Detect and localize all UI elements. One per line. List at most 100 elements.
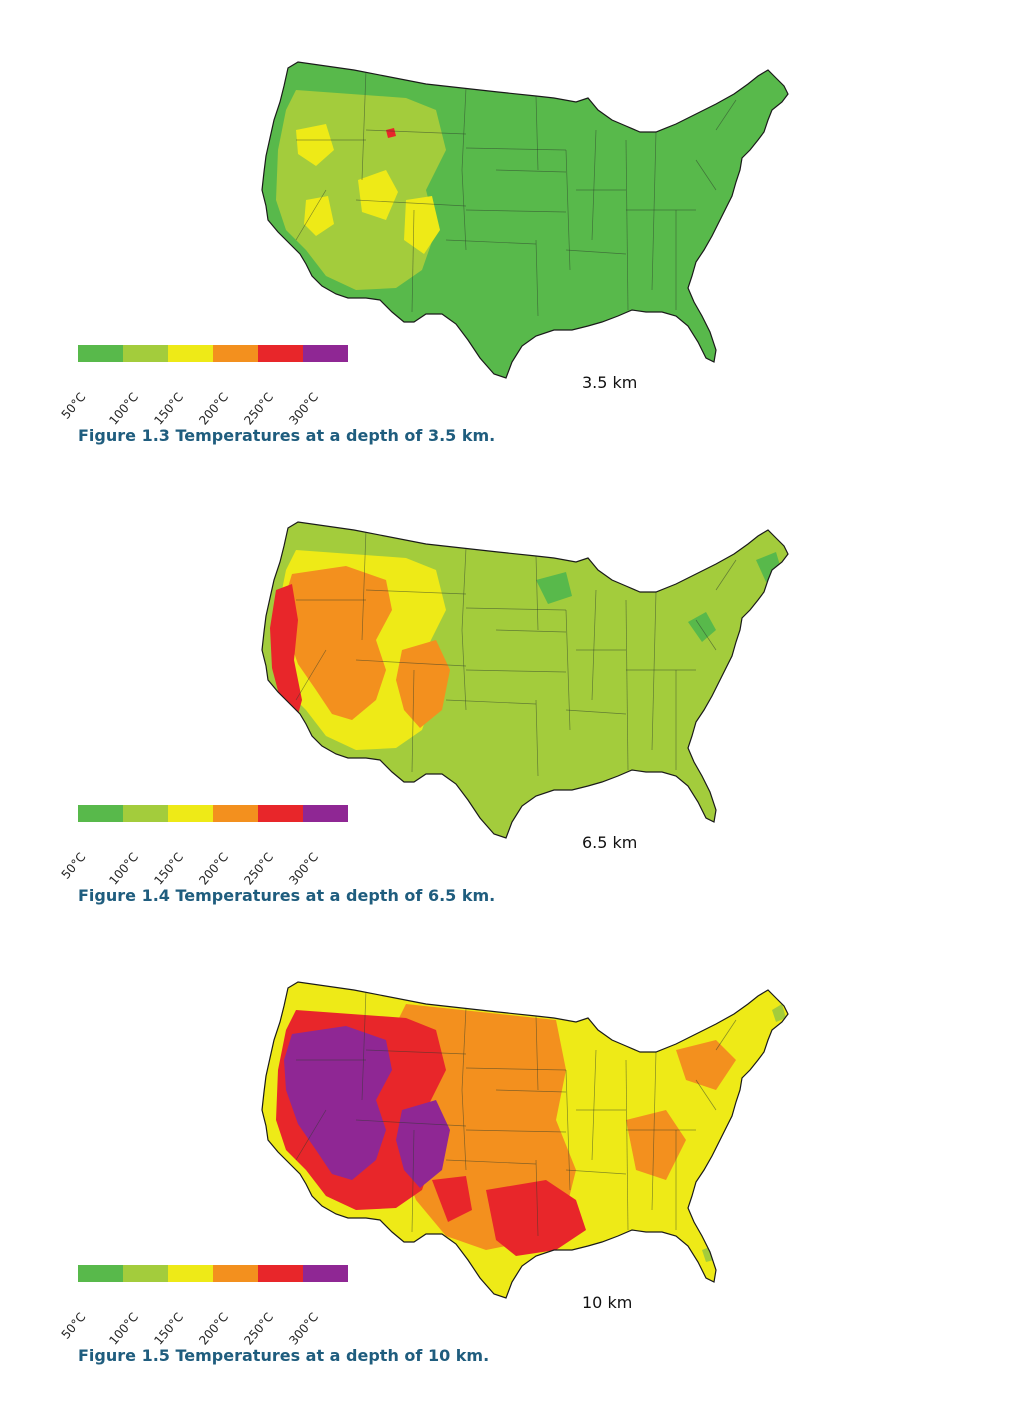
state-border — [495, 629, 567, 633]
state-border — [535, 699, 539, 777]
depth-label: 3.5 km — [582, 373, 638, 392]
legend-tick-label: 100°C — [106, 390, 142, 428]
state-border — [361, 989, 367, 1101]
state-border — [365, 589, 467, 595]
state-border — [591, 1049, 597, 1161]
state-border — [651, 131, 657, 291]
state-border — [465, 607, 567, 611]
state-border — [535, 555, 539, 631]
temperature-legend: 50°C 100°C 150°C 200°C 250°C 300°C — [59, 1265, 350, 1348]
legend-color-bar — [78, 345, 348, 362]
figure-caption: Figure 1.3 Temperatures at a depth of 3.… — [78, 426, 496, 445]
legend-tick-label: 250°C — [241, 1310, 277, 1348]
state-border — [411, 1129, 415, 1233]
legend-tick-label: 150°C — [151, 850, 187, 888]
legend-swatch — [78, 1265, 123, 1282]
state-border — [365, 1049, 467, 1055]
state-border — [715, 1019, 737, 1051]
state-border — [465, 209, 567, 213]
country-outline — [261, 61, 789, 379]
legend-tick-label: 250°C — [241, 390, 277, 428]
state-border — [625, 599, 629, 771]
state-border — [535, 1015, 539, 1091]
legend-swatch — [213, 345, 258, 362]
state-border — [445, 1159, 537, 1165]
legend-swatch — [213, 805, 258, 822]
state-border — [715, 559, 737, 591]
temperature-patch — [396, 640, 450, 728]
temperature-patches — [276, 69, 737, 317]
legend-tick-label: 300°C — [286, 1310, 322, 1348]
temperature-map — [236, 500, 802, 866]
legend-tick-label: 300°C — [286, 390, 322, 428]
state-border — [295, 649, 327, 701]
state-border — [695, 1079, 717, 1111]
state-border — [365, 129, 467, 135]
figure-caption: Figure 1.4 Temperatures at a depth of 6.… — [78, 886, 496, 905]
legend-tick-label: 50°C — [58, 390, 89, 422]
state-border — [495, 169, 567, 173]
country-outline — [261, 981, 789, 1299]
temperature-patch — [270, 584, 302, 722]
state-border — [445, 239, 537, 245]
temperature-legend: 50°C 100°C 150°C 200°C 250°C 300°C — [59, 345, 350, 428]
us-map — [261, 61, 789, 379]
state-border — [591, 129, 597, 241]
state-border — [591, 589, 597, 701]
state-border — [465, 669, 567, 673]
state-border — [355, 199, 467, 207]
state-border — [651, 1051, 657, 1211]
legend-swatch — [258, 1265, 303, 1282]
state-border — [411, 209, 415, 313]
state-border — [695, 159, 717, 191]
state-border — [461, 1089, 467, 1171]
state-border — [695, 619, 717, 651]
state-border — [361, 529, 367, 641]
legend-ticks: 50°C 100°C 150°C 200°C 250°C 300°C — [59, 1282, 350, 1348]
legend-swatch — [123, 345, 168, 362]
state-border — [625, 139, 629, 311]
legend-ticks: 50°C 100°C 150°C 200°C 250°C 300°C — [59, 362, 350, 428]
legend-tick-label: 200°C — [196, 390, 232, 428]
state-border — [461, 547, 467, 631]
state-border — [355, 1119, 467, 1127]
state-border — [465, 147, 567, 151]
state-border — [625, 1059, 629, 1231]
legend-color-bar — [78, 1265, 348, 1282]
state-border — [461, 1007, 467, 1091]
temperature-patch — [396, 1100, 450, 1188]
state-border — [535, 1159, 539, 1237]
state-border — [535, 239, 539, 317]
temperature-patch — [772, 1004, 786, 1022]
legend-swatch — [303, 805, 348, 822]
temperature-patch — [284, 566, 392, 720]
legend-tick-label: 200°C — [196, 1310, 232, 1348]
legend-swatch — [78, 345, 123, 362]
legend-tick-label: 250°C — [241, 850, 277, 888]
us-map — [261, 521, 789, 839]
temperature-patch — [676, 1040, 736, 1090]
state-border — [361, 69, 367, 181]
state-border — [461, 169, 467, 251]
state-border — [565, 249, 627, 255]
legend-swatch — [123, 1265, 168, 1282]
temperature-patch — [284, 1026, 392, 1180]
state-border — [565, 1169, 627, 1175]
legend-swatch — [258, 345, 303, 362]
temperature-legend: 50°C 100°C 150°C 200°C 250°C 300°C — [59, 805, 350, 888]
temperature-patches — [270, 529, 782, 777]
temperature-patch — [432, 1176, 472, 1222]
state-border — [295, 1109, 327, 1161]
temperature-patch — [386, 128, 396, 138]
legend-ticks: 50°C 100°C 150°C 200°C 250°C 300°C — [59, 822, 350, 888]
figure-10km: 10 km 50°C 100°C 150°C 200°C 250°C 300°C Figu… — [0, 960, 1026, 1420]
temperature-patch — [626, 1110, 686, 1180]
figure-caption: Figure 1.5 Temperatures at a depth of 10… — [78, 1346, 490, 1365]
temperature-patch — [404, 196, 440, 254]
legend-swatch — [168, 1265, 213, 1282]
legend-tick-label: 50°C — [58, 1310, 89, 1342]
temperature-patch — [688, 612, 716, 642]
legend-swatch — [303, 1265, 348, 1282]
figure-3-5km: 3.5 km 50°C 100°C 150°C 200°C 250°C 300°C Fig… — [0, 40, 1026, 500]
country-outline — [261, 521, 789, 839]
